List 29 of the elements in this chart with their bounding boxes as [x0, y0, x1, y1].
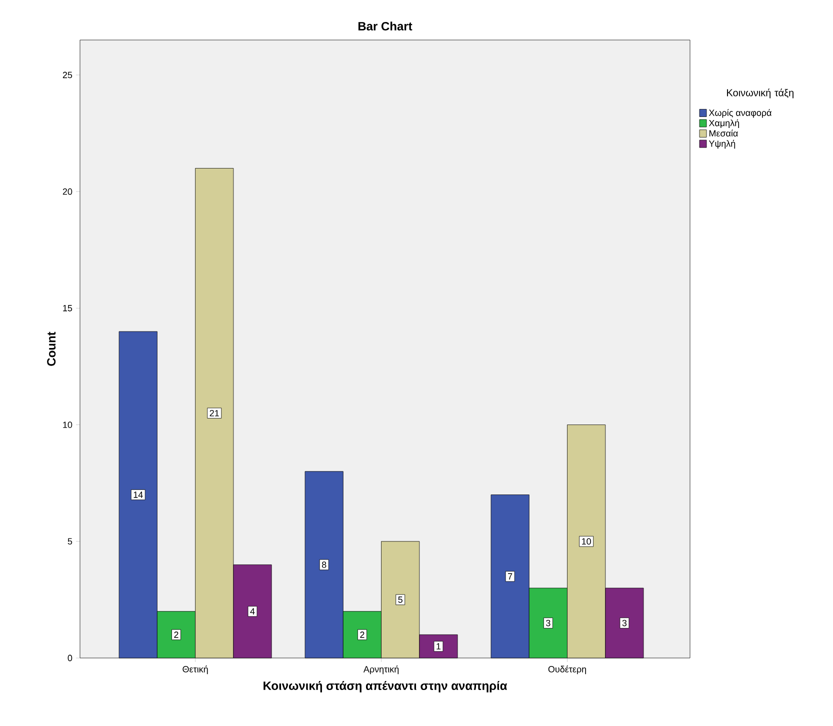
- y-tick-label: 0: [68, 654, 72, 662]
- x-axis-title: Κοινωνική στάση απέναντι στην αναπηρία: [264, 681, 508, 692]
- legend-label: Χαμηλή: [708, 119, 740, 128]
- x-tick-label: Ουδέτερη: [548, 666, 586, 674]
- legend-label: Χωρίς αναφορά: [708, 109, 772, 118]
- data-label: 4: [250, 608, 255, 614]
- legend-title: Κοινωνική τάξη: [727, 88, 794, 98]
- data-label: 2: [360, 632, 364, 638]
- data-label: 8: [322, 562, 326, 568]
- y-tick-label: 20: [62, 188, 72, 195]
- legend-label: Μεσαία: [709, 130, 738, 137]
- y-tick-label: 10: [63, 422, 72, 428]
- data-label: 3: [546, 620, 550, 626]
- y-tick-label: 15: [63, 305, 72, 312]
- chart-title: Bar Chart: [358, 22, 412, 30]
- legend-label: Υψηλή: [708, 140, 736, 149]
- data-label: 10: [582, 538, 591, 545]
- y-tick-label: 5: [68, 538, 72, 545]
- data-label: 7: [508, 573, 512, 580]
- data-label: 21: [210, 410, 219, 416]
- data-label: 1: [436, 643, 441, 650]
- x-tick-label: Θετική: [182, 666, 208, 674]
- y-tick-label: 25: [62, 72, 72, 78]
- data-label: 2: [174, 632, 178, 638]
- data-label: 5: [398, 596, 402, 603]
- data-label: 14: [134, 492, 143, 498]
- x-tick-label: Αρνητική: [363, 666, 399, 674]
- y-axis-title: Count: [47, 332, 56, 366]
- data-label: 3: [622, 620, 627, 626]
